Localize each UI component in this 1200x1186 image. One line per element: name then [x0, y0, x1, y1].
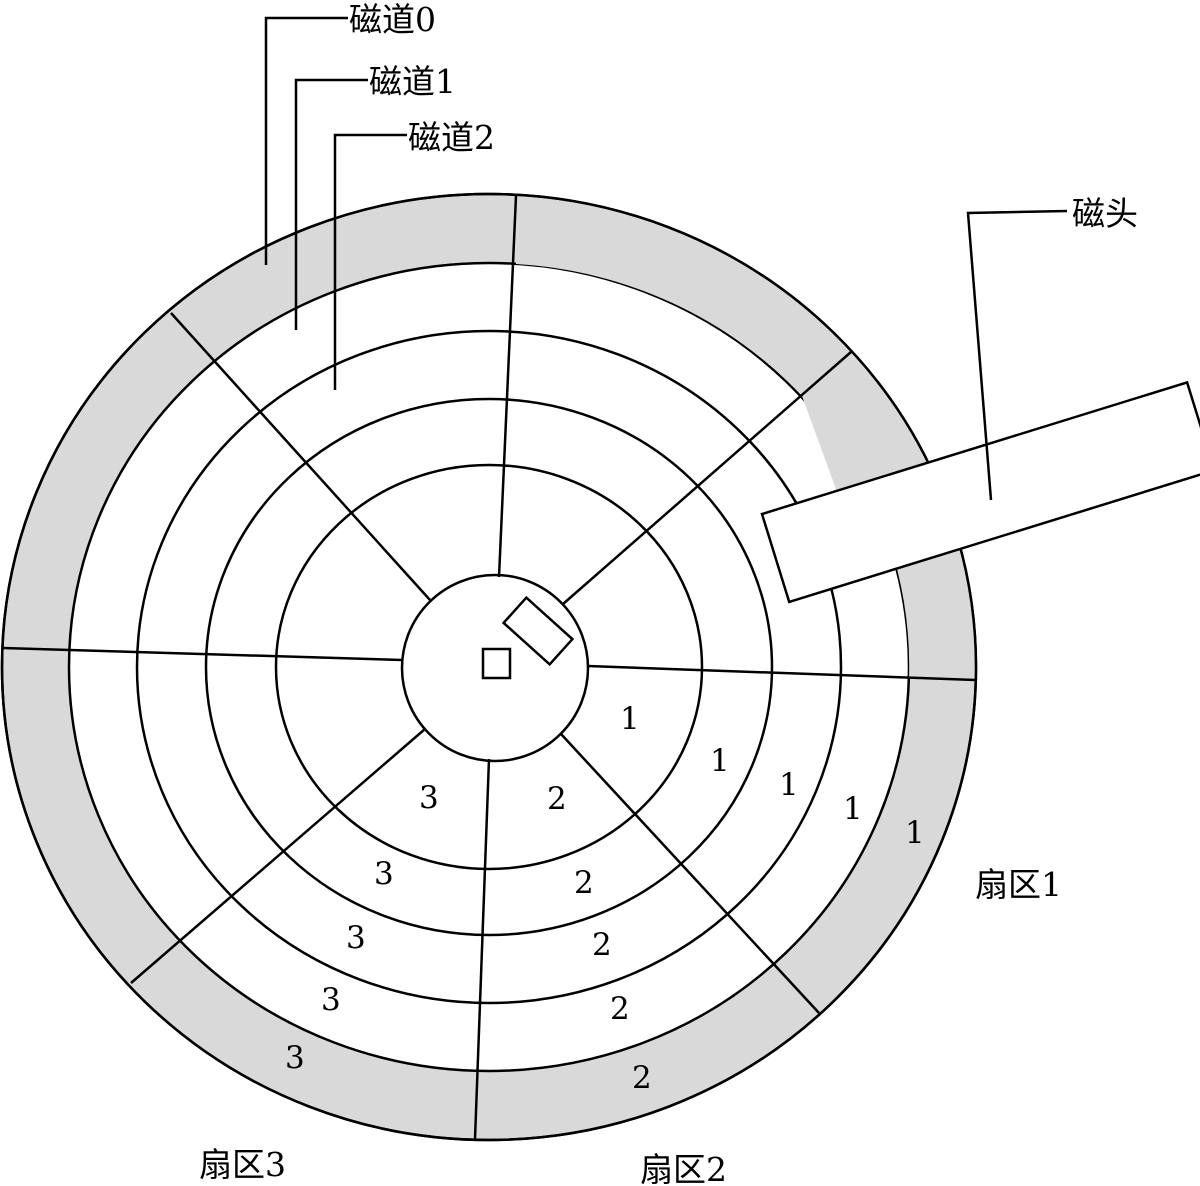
- sector-line-upper-left: [170, 312, 431, 601]
- sector1-track2-number: 1: [779, 767, 799, 803]
- sector3-track3-number: 3: [374, 856, 394, 892]
- sector-line-top: [497, 195, 518, 578]
- sector2-track1-number: 2: [610, 991, 630, 1027]
- sector2-label: 扇区2: [640, 1150, 727, 1186]
- sector3-track1-number: 3: [321, 982, 341, 1018]
- sector-line-lower-left: [130, 728, 426, 984]
- track1-inner-boundary: [135, 329, 843, 1005]
- sector2-track3-number: 2: [574, 865, 594, 901]
- hub-slot: [501, 595, 575, 667]
- sector-line-bottom: [473, 758, 491, 1140]
- disk-outer-stroke: [0, 192, 978, 1142]
- sector3-track2-number: 3: [346, 920, 366, 956]
- track2-callout-line: [333, 133, 407, 390]
- sector1-track0-number: 1: [905, 815, 925, 851]
- sector3-track0-number: 3: [285, 1040, 305, 1076]
- sector3-label: 扇区3: [199, 1145, 286, 1184]
- sector1-track1-number: 1: [843, 791, 863, 827]
- sector2-track4-number: 2: [547, 781, 567, 817]
- sector3-track4-number: 3: [419, 780, 439, 816]
- sector-line-left: [2, 646, 403, 662]
- sector-line-right: [587, 664, 976, 682]
- track0-label: 磁道0: [349, 0, 436, 39]
- track3-inner-boundary: [274, 463, 704, 871]
- hub-square: [481, 647, 512, 680]
- track1-label: 磁道1: [369, 62, 456, 101]
- read-head-arm: [760, 380, 1200, 604]
- sector1-track3-number: 1: [710, 743, 730, 779]
- sector1-track4-number: 1: [620, 701, 640, 737]
- sector1-label: 扇区1: [975, 865, 1062, 904]
- sector-line-lower-right: [560, 733, 820, 1014]
- track2-label: 磁道2: [408, 118, 495, 157]
- track1-callout-line: [294, 78, 368, 330]
- track0-white-wedge-top: [516, 196, 851, 396]
- track2-inner-boundary: [204, 397, 774, 937]
- track0-white-segment-upper-right: [802, 352, 880, 500]
- head-label: 磁头: [1072, 194, 1138, 233]
- sector2-track0-number: 2: [632, 1060, 652, 1096]
- head-callout-line: [966, 209, 1068, 501]
- sector-line-upper-right: [562, 351, 852, 605]
- sector2-track2-number: 2: [592, 927, 612, 963]
- track0-callout-line: [264, 16, 348, 265]
